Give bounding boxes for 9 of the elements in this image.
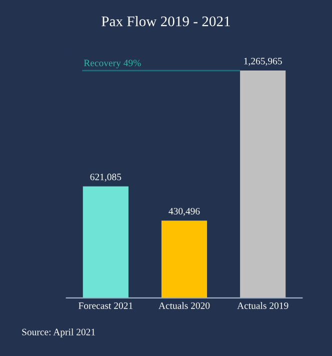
x-tick-label: Actuals 2019 xyxy=(237,302,288,309)
data-label: 621,085 xyxy=(90,174,122,182)
x-tick-label: Forecast 2021 xyxy=(78,302,133,309)
data-label: 430,496 xyxy=(168,208,200,216)
ref-line-label: Recovery 49% xyxy=(84,60,141,68)
source-note: Source: April 2021 xyxy=(22,328,95,338)
data-label: 1,265,965 xyxy=(244,58,282,66)
x-tick-label: Actuals 2020 xyxy=(158,302,210,309)
chart-title: Pax Flow 2019 - 2021 xyxy=(102,16,230,26)
